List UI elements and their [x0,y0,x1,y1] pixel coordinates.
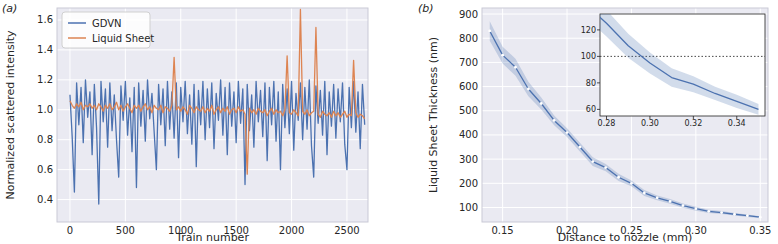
y-tick-label: 0.8 [37,134,53,145]
grid-line [482,159,768,160]
tick-mark [597,56,600,57]
y-tick-label: 500 [459,105,478,116]
y-tick-label: 100 [581,52,596,61]
x-tick-label: 0.30 [641,119,659,128]
series-marker [591,160,594,163]
x-tick-label: 500 [116,225,135,236]
grid-line [57,79,368,80]
grid-line [57,49,368,50]
grid-line [502,8,503,222]
grid-line [482,207,768,208]
y-tick-label: 1.2 [37,74,53,85]
series-marker [707,210,710,213]
y-tick-label: 60 [586,105,596,114]
x-tick-label: 0.32 [684,119,702,128]
legend-label: Liquid Sheet [92,33,154,44]
x-tick-label: 0 [67,225,73,236]
x-axis-label: Train number [175,231,249,244]
grid-line [482,134,768,135]
series-line [600,14,758,109]
inset-group [600,56,765,57]
series-group [600,14,758,115]
legend-swatch [68,22,86,24]
x-tick-label: 2500 [334,225,359,236]
y-tick-label: 80 [586,79,596,88]
tick-mark [597,109,600,110]
series-marker [566,131,569,134]
confidence-band [600,14,758,115]
panel-label: (b) [418,2,434,15]
legend-swatch [68,37,86,39]
y-tick-label: 600 [459,81,478,92]
series-marker [643,192,646,195]
y-tick-label: 1.6 [37,14,53,25]
y-tick-label: 900 [459,9,478,20]
y-tick-label: 700 [459,57,478,68]
y-tick-label: 100 [459,202,478,213]
series-marker [617,176,620,179]
series-marker [759,216,762,219]
y-tick-label: 200 [459,178,478,189]
grid-line [291,8,292,222]
grid-line [567,8,568,222]
threshold-line [600,56,765,57]
series-marker [501,54,504,57]
tick-mark [597,29,600,30]
series-marker [488,30,491,33]
series-marker [682,204,685,207]
plot-frame [57,8,368,222]
chart: 0.40.60.81.01.21.41.60500100015002000250… [0,0,778,244]
y-tick-label: 800 [459,33,478,44]
series-marker [694,207,697,210]
series-marker [604,166,607,169]
x-tick-label: 2000 [279,225,304,236]
plot-background [57,8,368,222]
series-line [70,80,365,204]
grid-line [57,139,368,140]
y-tick-label: 0.6 [37,164,53,175]
series-marker [746,214,749,217]
y-tick-label: 0.4 [37,194,53,205]
x-tick-label: 0.34 [728,119,746,128]
series-marker [579,146,582,149]
y-axis-label: Normalized scattered intensity [4,30,17,199]
series-marker [669,200,672,203]
series-line [70,10,365,175]
y-tick-label: 1.0 [37,104,53,115]
series-marker [733,213,736,216]
grid-line [57,199,368,200]
y-tick-label: 1.4 [37,44,53,55]
x-axis-label: Distance to nozzle (mm) [558,231,693,244]
legend-label: GDVN [92,18,122,29]
series-marker [527,88,530,91]
grid-line [57,169,368,170]
legend: GDVN Liquid Sheet [62,12,154,48]
series-marker [630,182,633,185]
tick-mark [597,82,600,83]
y-tick-label: 300 [459,154,478,165]
panel-label: (a) [2,2,17,15]
series-group [70,10,365,205]
series-marker [540,102,543,105]
y-axis-label: Liquid Sheet Thickness (nm) [427,37,440,193]
y-tick-label: 400 [459,129,478,140]
y-tick-label: 120 [581,26,596,35]
x-tick-label: 0.15 [491,225,513,236]
series-marker [553,119,556,122]
x-tick-label: 0.28 [598,119,616,128]
series-marker [514,66,517,69]
series-marker [656,196,659,199]
series-marker [720,211,723,214]
x-tick-label: 0.35 [749,225,771,236]
